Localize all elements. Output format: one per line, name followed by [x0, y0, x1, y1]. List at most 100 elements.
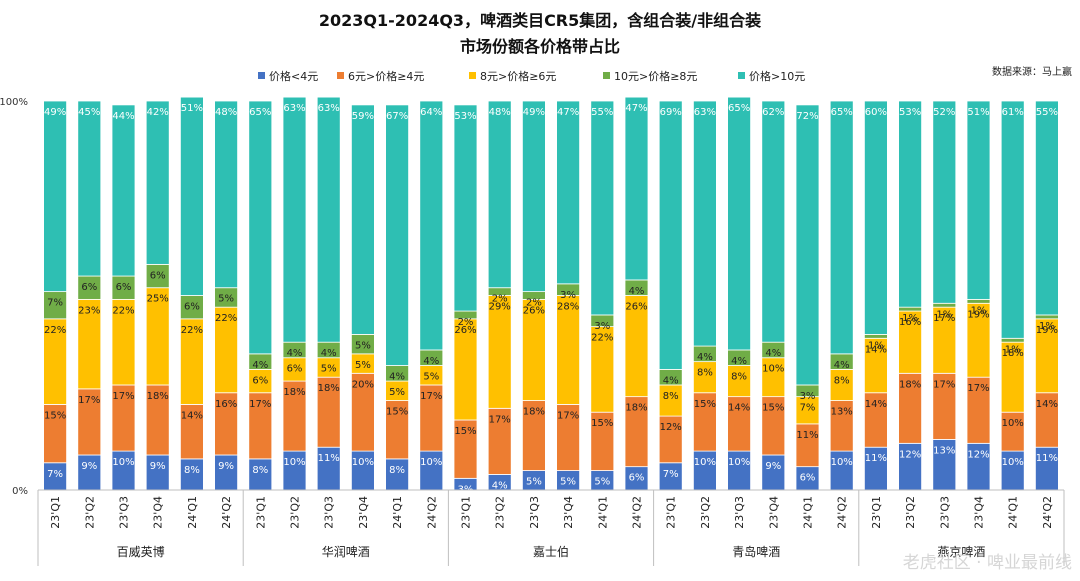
data-label: 10% — [728, 457, 750, 468]
group-label: 燕京啤酒 — [937, 544, 985, 559]
data-label: 22% — [44, 325, 66, 336]
data-label: 65% — [728, 103, 750, 114]
data-label: 7% — [800, 403, 816, 414]
bar-segment — [658, 100, 683, 370]
data-label: 59% — [352, 111, 374, 122]
x-tick-label: 23'Q1 — [254, 496, 267, 529]
data-label: 49% — [523, 107, 545, 118]
data-label: 13% — [831, 407, 853, 418]
data-label: 26% — [523, 305, 545, 316]
bar-segment — [248, 100, 273, 355]
data-label: 14% — [181, 410, 203, 421]
x-tick-label: 24'Q1 — [596, 496, 609, 529]
chart-title: 2023Q1-2024Q3，啤酒类目CR5集团，含组合装/非组合装 — [319, 11, 761, 30]
data-label: 8% — [834, 375, 850, 386]
bar-segment — [693, 100, 717, 347]
bar-segment — [1000, 337, 1025, 343]
data-label: 55% — [591, 107, 613, 118]
bar-segment — [727, 96, 751, 351]
data-label: 12% — [660, 422, 682, 433]
data-label: 51% — [967, 107, 989, 118]
data-label: 63% — [283, 103, 305, 114]
bar-segment — [898, 306, 922, 312]
data-label: 29% — [489, 302, 511, 313]
data-label: 22% — [591, 333, 613, 344]
legend-swatch — [337, 72, 344, 79]
x-tick-label: 23'Q1 — [870, 496, 883, 529]
data-label: 6% — [252, 375, 268, 386]
data-label: 1% — [902, 313, 918, 324]
data-label: 4% — [697, 352, 713, 363]
data-label: 17% — [489, 414, 511, 425]
data-label: 67% — [386, 111, 408, 122]
bar-segment — [453, 104, 478, 312]
x-tick-label: 24'Q1 — [1007, 496, 1020, 529]
data-label: 22% — [181, 325, 203, 336]
data-label: 19% — [967, 309, 989, 320]
data-label: 60% — [865, 107, 887, 118]
x-tick-label: 23'Q1 — [460, 496, 473, 529]
data-label: 13% — [933, 445, 955, 456]
x-tick-label: 23'Q2 — [699, 496, 712, 529]
x-tick-label: 24'Q2 — [631, 496, 644, 529]
bar-segment — [556, 100, 580, 285]
legend-swatch — [469, 72, 476, 79]
data-label: 11% — [796, 430, 818, 441]
x-tick-label: 23'Q2 — [904, 496, 917, 529]
bar-segment — [1035, 314, 1059, 320]
data-label: 10% — [831, 457, 853, 468]
data-label: 14% — [865, 399, 887, 410]
legend-label: 8元>价格≥6元 — [480, 69, 556, 83]
data-label: 4% — [321, 348, 337, 359]
data-label: 25% — [147, 294, 169, 305]
bar-segment — [898, 100, 922, 308]
bar-segment — [761, 100, 786, 343]
data-label: 22% — [112, 305, 134, 316]
data-label: 10% — [1002, 418, 1024, 429]
data-label: 11% — [1036, 453, 1058, 464]
data-label: 3% — [560, 290, 576, 301]
data-label: 10% — [112, 457, 134, 468]
bar-segment — [795, 104, 820, 386]
legend: 价格<4元 6元>价格≥4元 8元>价格≥6元 10元>价格≥8元 价格>10元 — [258, 69, 805, 83]
data-label: 26% — [625, 302, 647, 313]
x-tick-label: 23'Q1 — [49, 496, 62, 529]
data-label: 4% — [423, 356, 439, 367]
data-label: 15% — [591, 418, 613, 429]
data-label: 18% — [147, 391, 169, 402]
bar-segment — [214, 100, 239, 289]
data-label: 16% — [899, 317, 921, 328]
group-label: 嘉士伯 — [533, 544, 569, 559]
data-label: 48% — [489, 107, 511, 118]
data-label: 5% — [355, 340, 371, 351]
bar-segment — [350, 104, 375, 335]
bar-segment — [932, 100, 957, 304]
data-label: 47% — [557, 107, 579, 118]
data-label: 5% — [321, 364, 337, 375]
bar-segment — [624, 96, 649, 281]
data-label: 10% — [352, 457, 374, 468]
y-tick-label: 100% — [0, 97, 28, 108]
data-label: 52% — [933, 107, 955, 118]
group-label: 百威英博 — [117, 544, 165, 559]
data-label: 63% — [694, 107, 716, 118]
bar-segment — [864, 100, 888, 335]
x-tick-label: 24'Q2 — [1041, 496, 1054, 529]
bar-segment — [179, 96, 204, 296]
data-label: 26% — [454, 325, 476, 336]
data-label: 9% — [81, 461, 97, 472]
x-axis: 23'Q1 23'Q2 23'Q3 23'Q4 24'Q1 24'Q2 23'Q1 23'Q2… — [37, 489, 1065, 566]
legend-label: 价格<4元 — [269, 69, 318, 83]
data-label: 17% — [112, 391, 134, 402]
data-label: 10% — [283, 457, 305, 468]
legend-label: 6元>价格≥4元 — [348, 69, 424, 83]
x-tick-label: 23'Q3 — [118, 496, 131, 529]
data-label: 72% — [796, 111, 818, 122]
group-label: 华润啤酒 — [322, 544, 370, 559]
x-tick-label: 24'Q1 — [186, 496, 199, 529]
x-tick-label: 23'Q2 — [83, 496, 96, 529]
x-tick-label: 23'Q4 — [767, 496, 780, 529]
bar-segment — [316, 96, 341, 343]
data-label: 2% — [492, 294, 508, 305]
data-label: 10% — [1002, 457, 1024, 468]
